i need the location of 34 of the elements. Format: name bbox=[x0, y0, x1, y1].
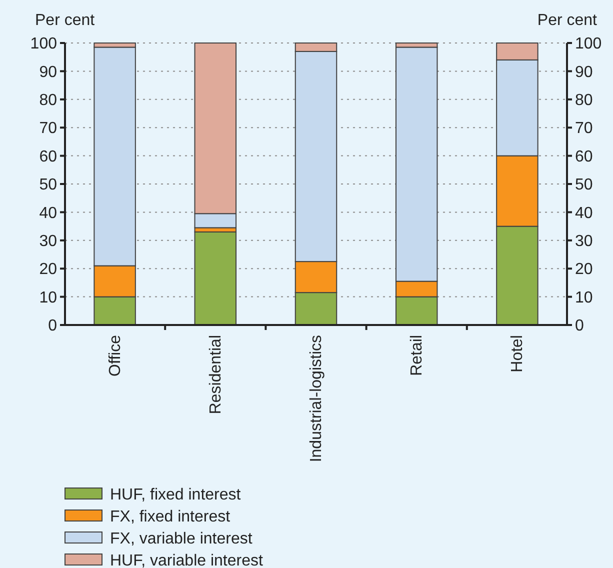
y-tick-label: 10 bbox=[39, 289, 58, 306]
x-tick-label: Hotel bbox=[509, 335, 526, 372]
y2-tick-label: 20 bbox=[575, 261, 593, 278]
y2-tick-label: 30 bbox=[575, 233, 593, 250]
y-tick-label: 100 bbox=[30, 36, 58, 53]
y2-tick-label: 100 bbox=[575, 36, 602, 53]
y-axis-title: Per cent bbox=[35, 12, 96, 29]
y2-tick-label: 40 bbox=[575, 204, 593, 222]
y-tick-label: 90 bbox=[39, 64, 58, 81]
bar bbox=[194, 231, 237, 326]
y2-axis-title: Per cent bbox=[537, 12, 598, 29]
y-tick-label: 50 bbox=[39, 176, 58, 194]
y-tick-label: 30 bbox=[39, 233, 58, 250]
y2-tick-label: 80 bbox=[575, 92, 593, 109]
x-tick-label: Industrial-logistics bbox=[308, 335, 325, 462]
y-tick-label: 0 bbox=[48, 318, 58, 335]
y2-tick-label: 0 bbox=[575, 318, 584, 335]
legend-label: FX, fixed interest bbox=[110, 508, 231, 526]
y-tick-label: 70 bbox=[39, 120, 58, 138]
y-tick-label: 20 bbox=[39, 261, 58, 278]
y2-tick-label: 10 bbox=[575, 289, 593, 306]
legend-label: HUF, fixed interest bbox=[110, 486, 242, 504]
y-tick-label: 40 bbox=[39, 204, 58, 222]
x-tick-label: Office bbox=[106, 334, 124, 376]
y2-tick-label: 50 bbox=[575, 176, 593, 194]
y-tick-label: 80 bbox=[39, 92, 58, 109]
legend-label: FX, variable interest bbox=[110, 530, 253, 548]
y2-tick-label: 70 bbox=[575, 120, 593, 138]
y2-tick-label: 60 bbox=[575, 148, 593, 166]
y-tick-label: 60 bbox=[39, 148, 58, 166]
x-tick-label: Retail bbox=[408, 335, 426, 376]
y2-tick-label: 90 bbox=[575, 64, 593, 81]
legend-label: HUF, variable interest bbox=[110, 552, 264, 568]
x-tick-label: Residential bbox=[207, 335, 224, 414]
